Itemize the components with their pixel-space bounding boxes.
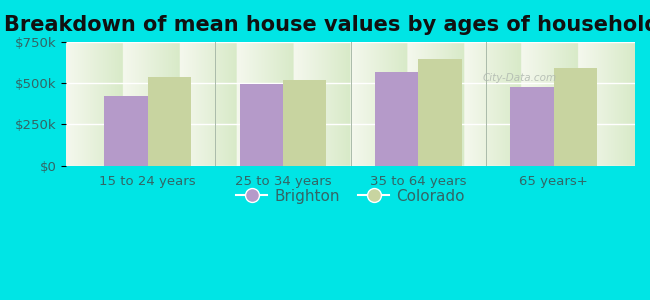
Bar bbox=[104, 97, 148, 166]
Bar bbox=[510, 87, 554, 166]
Bar bbox=[148, 77, 191, 166]
Bar bbox=[283, 80, 326, 166]
Bar bbox=[240, 84, 283, 166]
Legend: Brighton, Colorado: Brighton, Colorado bbox=[230, 183, 471, 210]
Bar bbox=[375, 72, 419, 166]
Title: Breakdown of mean house values by ages of householders: Breakdown of mean house values by ages o… bbox=[5, 15, 650, 35]
Text: City-Data.com: City-Data.com bbox=[483, 73, 557, 83]
Bar bbox=[554, 68, 597, 166]
Bar bbox=[419, 59, 462, 166]
